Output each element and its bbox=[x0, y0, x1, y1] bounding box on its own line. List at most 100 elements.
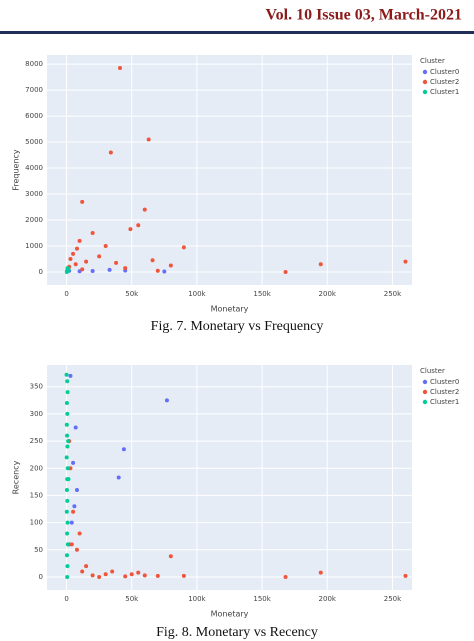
data-point bbox=[72, 504, 77, 509]
legend-marker bbox=[422, 69, 428, 75]
data-point bbox=[403, 259, 408, 264]
legend-title: Cluster bbox=[420, 57, 445, 65]
data-point bbox=[90, 268, 95, 273]
data-point bbox=[65, 564, 70, 569]
data-point bbox=[103, 572, 108, 577]
data-point bbox=[64, 455, 69, 460]
x-tick-label: 200k bbox=[319, 595, 337, 603]
data-point bbox=[168, 554, 173, 559]
data-point bbox=[97, 254, 102, 259]
data-point bbox=[74, 488, 79, 492]
data-point bbox=[65, 531, 70, 536]
y-tick-label: 8000 bbox=[25, 60, 43, 68]
data-point bbox=[65, 390, 70, 395]
x-tick-label: 250k bbox=[384, 595, 402, 603]
data-point bbox=[65, 466, 70, 471]
legend-label: Cluster1 bbox=[430, 398, 459, 406]
data-point bbox=[64, 401, 69, 406]
data-point bbox=[65, 498, 70, 503]
data-point bbox=[71, 460, 76, 465]
legend-label: Cluster0 bbox=[430, 378, 459, 386]
data-point bbox=[142, 207, 147, 212]
figure-caption: Fig. 8. Monetary vs Recency bbox=[156, 625, 318, 640]
data-point bbox=[116, 475, 121, 480]
data-point bbox=[64, 270, 69, 275]
data-point bbox=[155, 573, 160, 578]
y-tick-label: 200 bbox=[30, 464, 43, 472]
data-point bbox=[108, 150, 113, 155]
plot-area bbox=[47, 55, 412, 285]
x-axis-title: Monetary bbox=[211, 610, 249, 619]
data-point bbox=[136, 223, 141, 228]
data-point bbox=[65, 433, 70, 438]
x-tick-label: 250k bbox=[384, 290, 402, 298]
x-tick-label: 150k bbox=[253, 595, 271, 603]
x-tick-label: 100k bbox=[188, 290, 206, 298]
data-point bbox=[164, 398, 169, 403]
plot-area bbox=[47, 365, 412, 590]
data-point bbox=[64, 509, 69, 514]
x-tick-label: 150k bbox=[253, 290, 271, 298]
data-point bbox=[77, 531, 82, 536]
data-point bbox=[65, 411, 70, 416]
legend-label: Cluster2 bbox=[430, 78, 459, 86]
x-tick-label: 200k bbox=[319, 290, 337, 298]
data-point bbox=[74, 246, 79, 251]
data-point bbox=[121, 447, 126, 452]
data-point bbox=[155, 268, 160, 273]
data-point bbox=[69, 542, 74, 547]
data-point bbox=[181, 573, 186, 578]
data-point bbox=[123, 574, 128, 579]
data-point bbox=[77, 238, 82, 243]
y-tick-label: 5000 bbox=[25, 138, 43, 146]
y-tick-label: 2000 bbox=[25, 216, 43, 224]
data-point bbox=[84, 564, 89, 569]
legend-label: Cluster1 bbox=[430, 88, 459, 96]
data-point bbox=[318, 570, 323, 575]
data-point bbox=[110, 569, 115, 574]
data-point bbox=[90, 573, 95, 578]
legend-marker bbox=[422, 379, 428, 385]
data-point bbox=[74, 547, 79, 552]
data-point bbox=[123, 266, 128, 271]
y-axis-title: Recency bbox=[12, 460, 21, 494]
data-point bbox=[68, 257, 73, 262]
x-tick-label: 50k bbox=[125, 290, 139, 298]
legend-title: Cluster bbox=[420, 367, 445, 375]
y-tick-label: 50 bbox=[34, 546, 43, 554]
y-tick-label: 3000 bbox=[25, 190, 43, 198]
data-point bbox=[114, 260, 119, 265]
y-tick-label: 300 bbox=[30, 410, 43, 418]
header-rule bbox=[0, 31, 474, 34]
figure-caption: Fig. 7. Monetary vs Frequency bbox=[151, 319, 324, 334]
x-tick-label: 100k bbox=[188, 595, 206, 603]
legend-marker bbox=[422, 389, 428, 395]
data-point bbox=[65, 444, 70, 449]
y-tick-label: 1000 bbox=[25, 242, 43, 250]
data-point bbox=[71, 251, 76, 256]
data-point bbox=[318, 262, 323, 267]
x-axis-title: Monetary bbox=[211, 305, 249, 314]
data-point bbox=[65, 574, 70, 579]
y-axis-title: Frequency bbox=[12, 149, 21, 191]
data-point bbox=[80, 569, 85, 574]
data-point bbox=[136, 570, 141, 575]
data-point bbox=[90, 231, 95, 236]
x-tick-label: 0 bbox=[64, 290, 68, 298]
data-point bbox=[283, 270, 288, 275]
data-point bbox=[64, 553, 69, 558]
legend-marker bbox=[422, 79, 428, 85]
data-point bbox=[107, 267, 112, 272]
data-point bbox=[118, 65, 122, 70]
y-tick-label: 4000 bbox=[25, 164, 43, 172]
y-tick-label: 150 bbox=[30, 491, 43, 499]
y-tick-label: 100 bbox=[30, 519, 43, 527]
data-point bbox=[84, 259, 89, 264]
data-point bbox=[64, 488, 69, 492]
data-point bbox=[65, 542, 70, 547]
data-point bbox=[168, 263, 173, 268]
data-point bbox=[146, 137, 151, 142]
data-point bbox=[128, 227, 133, 232]
data-point bbox=[66, 477, 71, 482]
